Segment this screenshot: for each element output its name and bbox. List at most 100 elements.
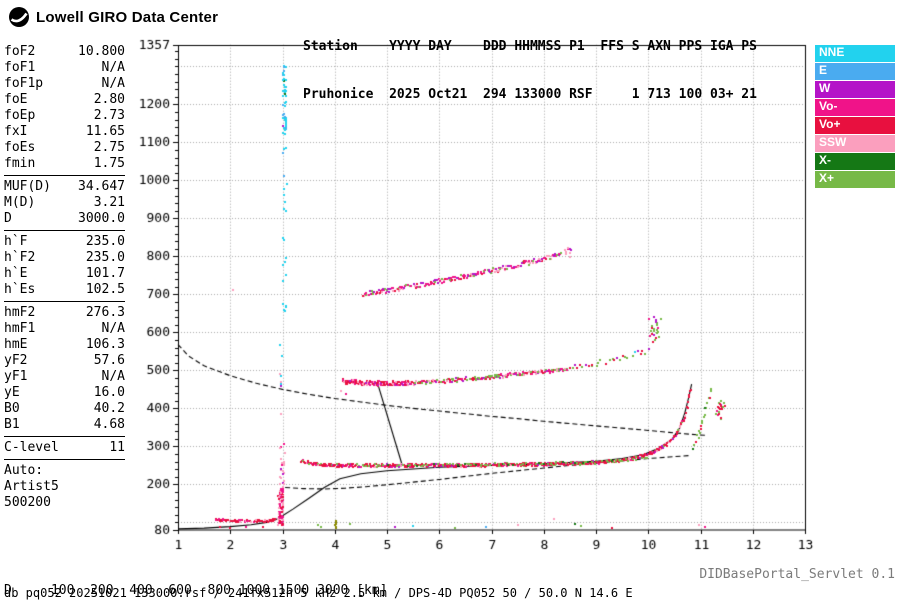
giro-logo-icon xyxy=(9,7,29,27)
param-value: N/A xyxy=(101,60,125,75)
param-value: 16.0 xyxy=(93,385,125,400)
legend-item-voplus: Vo+ xyxy=(815,117,895,134)
param-label: foF1p xyxy=(4,76,44,91)
param-row-fxi: fxI 11.65 xyxy=(4,124,125,140)
legend-item-vominus: Vo- xyxy=(815,99,895,116)
param-value: 3.21 xyxy=(93,195,125,210)
param-value: 276.3 xyxy=(85,305,125,320)
distance-row: D 100 200 400 600 800 1000 1500 3000 [km… xyxy=(4,583,388,598)
param-value: 235.0 xyxy=(85,250,125,265)
param-label: fmin xyxy=(4,156,36,171)
param-group: h`F 235.0 h`F2 235.0 h`E 101.7 h`Es 102.5 xyxy=(4,234,125,302)
param-label: h`E xyxy=(4,266,28,281)
param-label: yF1 xyxy=(4,369,28,384)
param-row-hf: h`F 235.0 xyxy=(4,234,125,250)
param-label: h`F xyxy=(4,234,28,249)
param-value: 2.75 xyxy=(93,140,125,155)
param-row-hes: h`Es 102.5 xyxy=(4,282,125,298)
param-value: 10.800 xyxy=(78,44,125,59)
param-label: C-level xyxy=(4,440,59,455)
param-row-fof1: foF1 N/A xyxy=(4,60,125,76)
param-value: 101.7 xyxy=(85,266,125,281)
param-row-foep: foEp 2.73 xyxy=(4,108,125,124)
header-line-labels: Station YYYY DAY DDD HHMMSS P1 FFS S AXN… xyxy=(303,39,757,54)
param-label: B0 xyxy=(4,401,20,416)
parameter-panel: foF2 10.800 foF1 N/A foF1p N/A foE 2.80 foEp 2.73… xyxy=(4,44,125,511)
param-row-foe: foE 2.80 xyxy=(4,92,125,108)
param-value: 2.73 xyxy=(93,108,125,123)
param-label: MUF(D) xyxy=(4,179,51,194)
autoscaling-info-line: Auto: xyxy=(4,463,44,478)
param-row-fmin: fmin 1.75 xyxy=(4,156,125,172)
param-value: 34.647 xyxy=(78,179,125,194)
param-value: 40.2 xyxy=(93,401,125,416)
legend-item-w: W xyxy=(815,81,895,98)
legend-item-xplus: X+ xyxy=(815,171,895,188)
param-label: h`Es xyxy=(4,282,36,297)
param-row-hmf2: hmF2 276.3 xyxy=(4,305,125,321)
param-row-he: h`E 101.7 xyxy=(4,266,125,282)
param-label: foE xyxy=(4,92,28,107)
header-line-values: Pruhonice 2025 Oct21 294 133000 RSF 1 71… xyxy=(303,87,757,102)
param-group: MUF(D) 34.647 M(D) 3.21 D 3000.0 xyxy=(4,179,125,231)
param-value: N/A xyxy=(101,76,125,91)
param-row-b0: B0 40.2 xyxy=(4,401,125,417)
param-value: 11.65 xyxy=(85,124,125,139)
param-label: foF1 xyxy=(4,60,36,75)
status-line: db pq052 20251021 133000.rsf / 241fx512h… xyxy=(4,586,633,600)
legend-item-ssw: SSW xyxy=(815,135,895,152)
param-value: 2.80 xyxy=(93,92,125,107)
param-value: 1.75 xyxy=(93,156,125,171)
logo-title: Lowell GIRO Data Center xyxy=(36,8,219,26)
param-value: 4.68 xyxy=(93,417,125,432)
param-row-md: M(D) 3.21 xyxy=(4,195,125,211)
servlet-version: DIDBasePortal_Servlet 0.1 xyxy=(699,567,895,582)
param-label: M(D) xyxy=(4,195,36,210)
autoscaling-info-line: Artist5 xyxy=(4,479,59,494)
param-label: yE xyxy=(4,385,20,400)
param-row-yf1: yF1 N/A xyxy=(4,369,125,385)
param-value: 11 xyxy=(109,440,125,455)
param-label: yF2 xyxy=(4,353,28,368)
param-row-ye: yE 16.0 xyxy=(4,385,125,401)
param-value: N/A xyxy=(101,321,125,336)
param-label: h`F2 xyxy=(4,250,36,265)
param-row-mufd: MUF(D) 34.647 xyxy=(4,179,125,195)
param-label: foEs xyxy=(4,140,36,155)
param-row-hme: hmE 106.3 xyxy=(4,337,125,353)
param-row-foes: foEs 2.75 xyxy=(4,140,125,156)
param-row-hf2: h`F2 235.0 xyxy=(4,250,125,266)
lowell-giro-logo: Lowell GIRO Data Center xyxy=(8,6,218,28)
param-row-d: D 3000.0 xyxy=(4,211,125,227)
autoscaling-info-line: 500200 xyxy=(4,495,51,510)
param-label: foEp xyxy=(4,108,36,123)
param-row-hmf1: hmF1 N/A xyxy=(4,321,125,337)
trace-legend: NNE E W Vo- Vo+ SSW X- X+ xyxy=(815,45,895,189)
muf-table: D 100 200 400 600 800 1000 1500 3000 [km… xyxy=(4,556,395,600)
legend-item-nne: NNE xyxy=(815,45,895,62)
legend-item-e: E xyxy=(815,63,895,80)
param-label: B1 xyxy=(4,417,20,432)
param-label: hmE xyxy=(4,337,28,352)
param-value: N/A xyxy=(101,369,125,384)
param-row-yf2: yF2 57.6 xyxy=(4,353,125,369)
param-group: C-level 11 xyxy=(4,440,125,460)
param-label: foF2 xyxy=(4,44,36,59)
param-label: D xyxy=(4,211,12,226)
param-row-b1: B1 4.68 xyxy=(4,417,125,433)
param-value: 102.5 xyxy=(85,282,125,297)
param-row-fof1p: foF1p N/A xyxy=(4,76,125,92)
legend-item-xminus: X- xyxy=(815,153,895,170)
param-value: 106.3 xyxy=(85,337,125,352)
param-row-fof2: foF2 10.800 xyxy=(4,44,125,60)
param-row-clevel: C-level 11 xyxy=(4,440,125,456)
param-label: hmF1 xyxy=(4,321,36,336)
station-header: Station YYYY DAY DDD HHMMSS P1 FFS S AXN… xyxy=(303,7,757,135)
param-label: hmF2 xyxy=(4,305,36,320)
param-label: fxI xyxy=(4,124,28,139)
param-value: 235.0 xyxy=(85,234,125,249)
param-group: foF2 10.800 foF1 N/A foF1p N/A foE 2.80 foEp 2.73… xyxy=(4,44,125,176)
param-value: 3000.0 xyxy=(78,211,125,226)
